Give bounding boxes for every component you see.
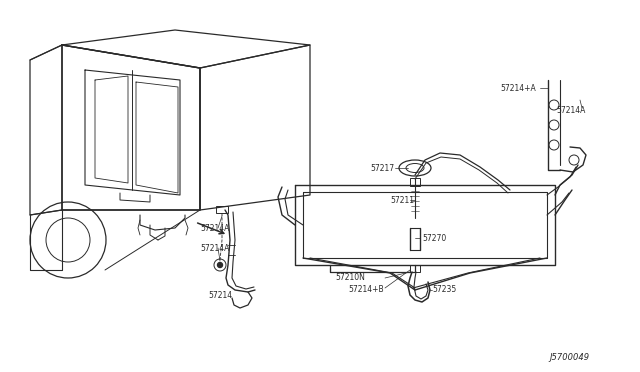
Text: 57214A: 57214A bbox=[200, 224, 229, 232]
Text: J5700049: J5700049 bbox=[550, 353, 590, 362]
Text: 57210N: 57210N bbox=[335, 273, 365, 282]
Text: 57270: 57270 bbox=[422, 234, 446, 243]
Bar bbox=[410, 265, 420, 272]
Bar bbox=[216, 206, 228, 213]
Text: 57214A: 57214A bbox=[556, 106, 586, 115]
Bar bbox=[410, 178, 420, 186]
Circle shape bbox=[218, 263, 223, 267]
Text: 57214A: 57214A bbox=[200, 244, 229, 253]
Text: 57211: 57211 bbox=[390, 196, 414, 205]
Text: 57214+A: 57214+A bbox=[500, 83, 536, 93]
Text: 57214: 57214 bbox=[208, 291, 232, 299]
Text: 57235: 57235 bbox=[432, 285, 456, 295]
Text: 57217: 57217 bbox=[370, 164, 394, 173]
Text: 57214+B: 57214+B bbox=[348, 285, 383, 295]
